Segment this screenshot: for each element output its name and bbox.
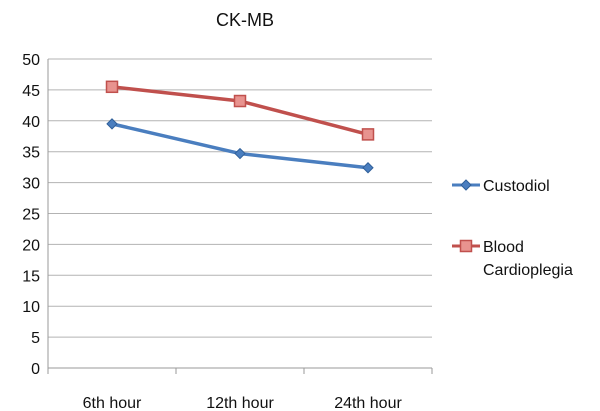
y-tick-label: 25: [22, 207, 40, 224]
y-tick-label: 35: [22, 145, 40, 162]
legend-label: Custodiol: [483, 178, 550, 195]
series-line: [111, 122, 369, 170]
y-tick-label: 30: [22, 176, 40, 193]
legend-label-line: Cardioplegia: [483, 262, 573, 279]
data-point: [105, 80, 119, 94]
axes: 0 5 10 15 20 25 30 35 40 45 50 6th hour 12th hour 24t…: [22, 52, 433, 411]
legend-swatch-marker: [459, 239, 473, 253]
x-tick-label: 6th hour: [83, 395, 142, 411]
data-point: [233, 94, 247, 108]
y-tick-label: 45: [22, 83, 40, 100]
legend-item: Blood Cardioplegia: [452, 239, 573, 279]
series-0: [106, 118, 374, 174]
legend-label-line: Custodiol: [483, 178, 550, 195]
y-tick-label: 5: [31, 330, 40, 347]
y-tick-label: 50: [22, 52, 40, 69]
y-tick-label: 10: [22, 299, 40, 316]
data-point: [362, 162, 374, 174]
data-point: [234, 147, 246, 160]
y-tick-label: 0: [31, 361, 40, 378]
legend-swatch-marker: [460, 179, 472, 191]
series-group: [105, 80, 375, 174]
x-tick-label: 24th hour: [334, 395, 402, 411]
data-point: [106, 118, 118, 130]
legend: Custodiol Blood Cardioplegia: [452, 178, 573, 279]
legend-label: Blood Cardioplegia: [483, 239, 573, 279]
legend-label-line: Blood: [483, 239, 524, 256]
chart-title: CK-MB: [216, 10, 274, 30]
y-tick-label: 20: [22, 237, 40, 254]
series-line: [111, 85, 369, 137]
series-1: [105, 80, 375, 141]
y-tick-label: 15: [22, 268, 40, 285]
x-tick-label: 12th hour: [206, 395, 274, 411]
gridlines: [48, 58, 432, 369]
data-point: [361, 128, 375, 141]
y-tick-label: 40: [22, 114, 40, 131]
legend-item: Custodiol: [452, 178, 550, 195]
